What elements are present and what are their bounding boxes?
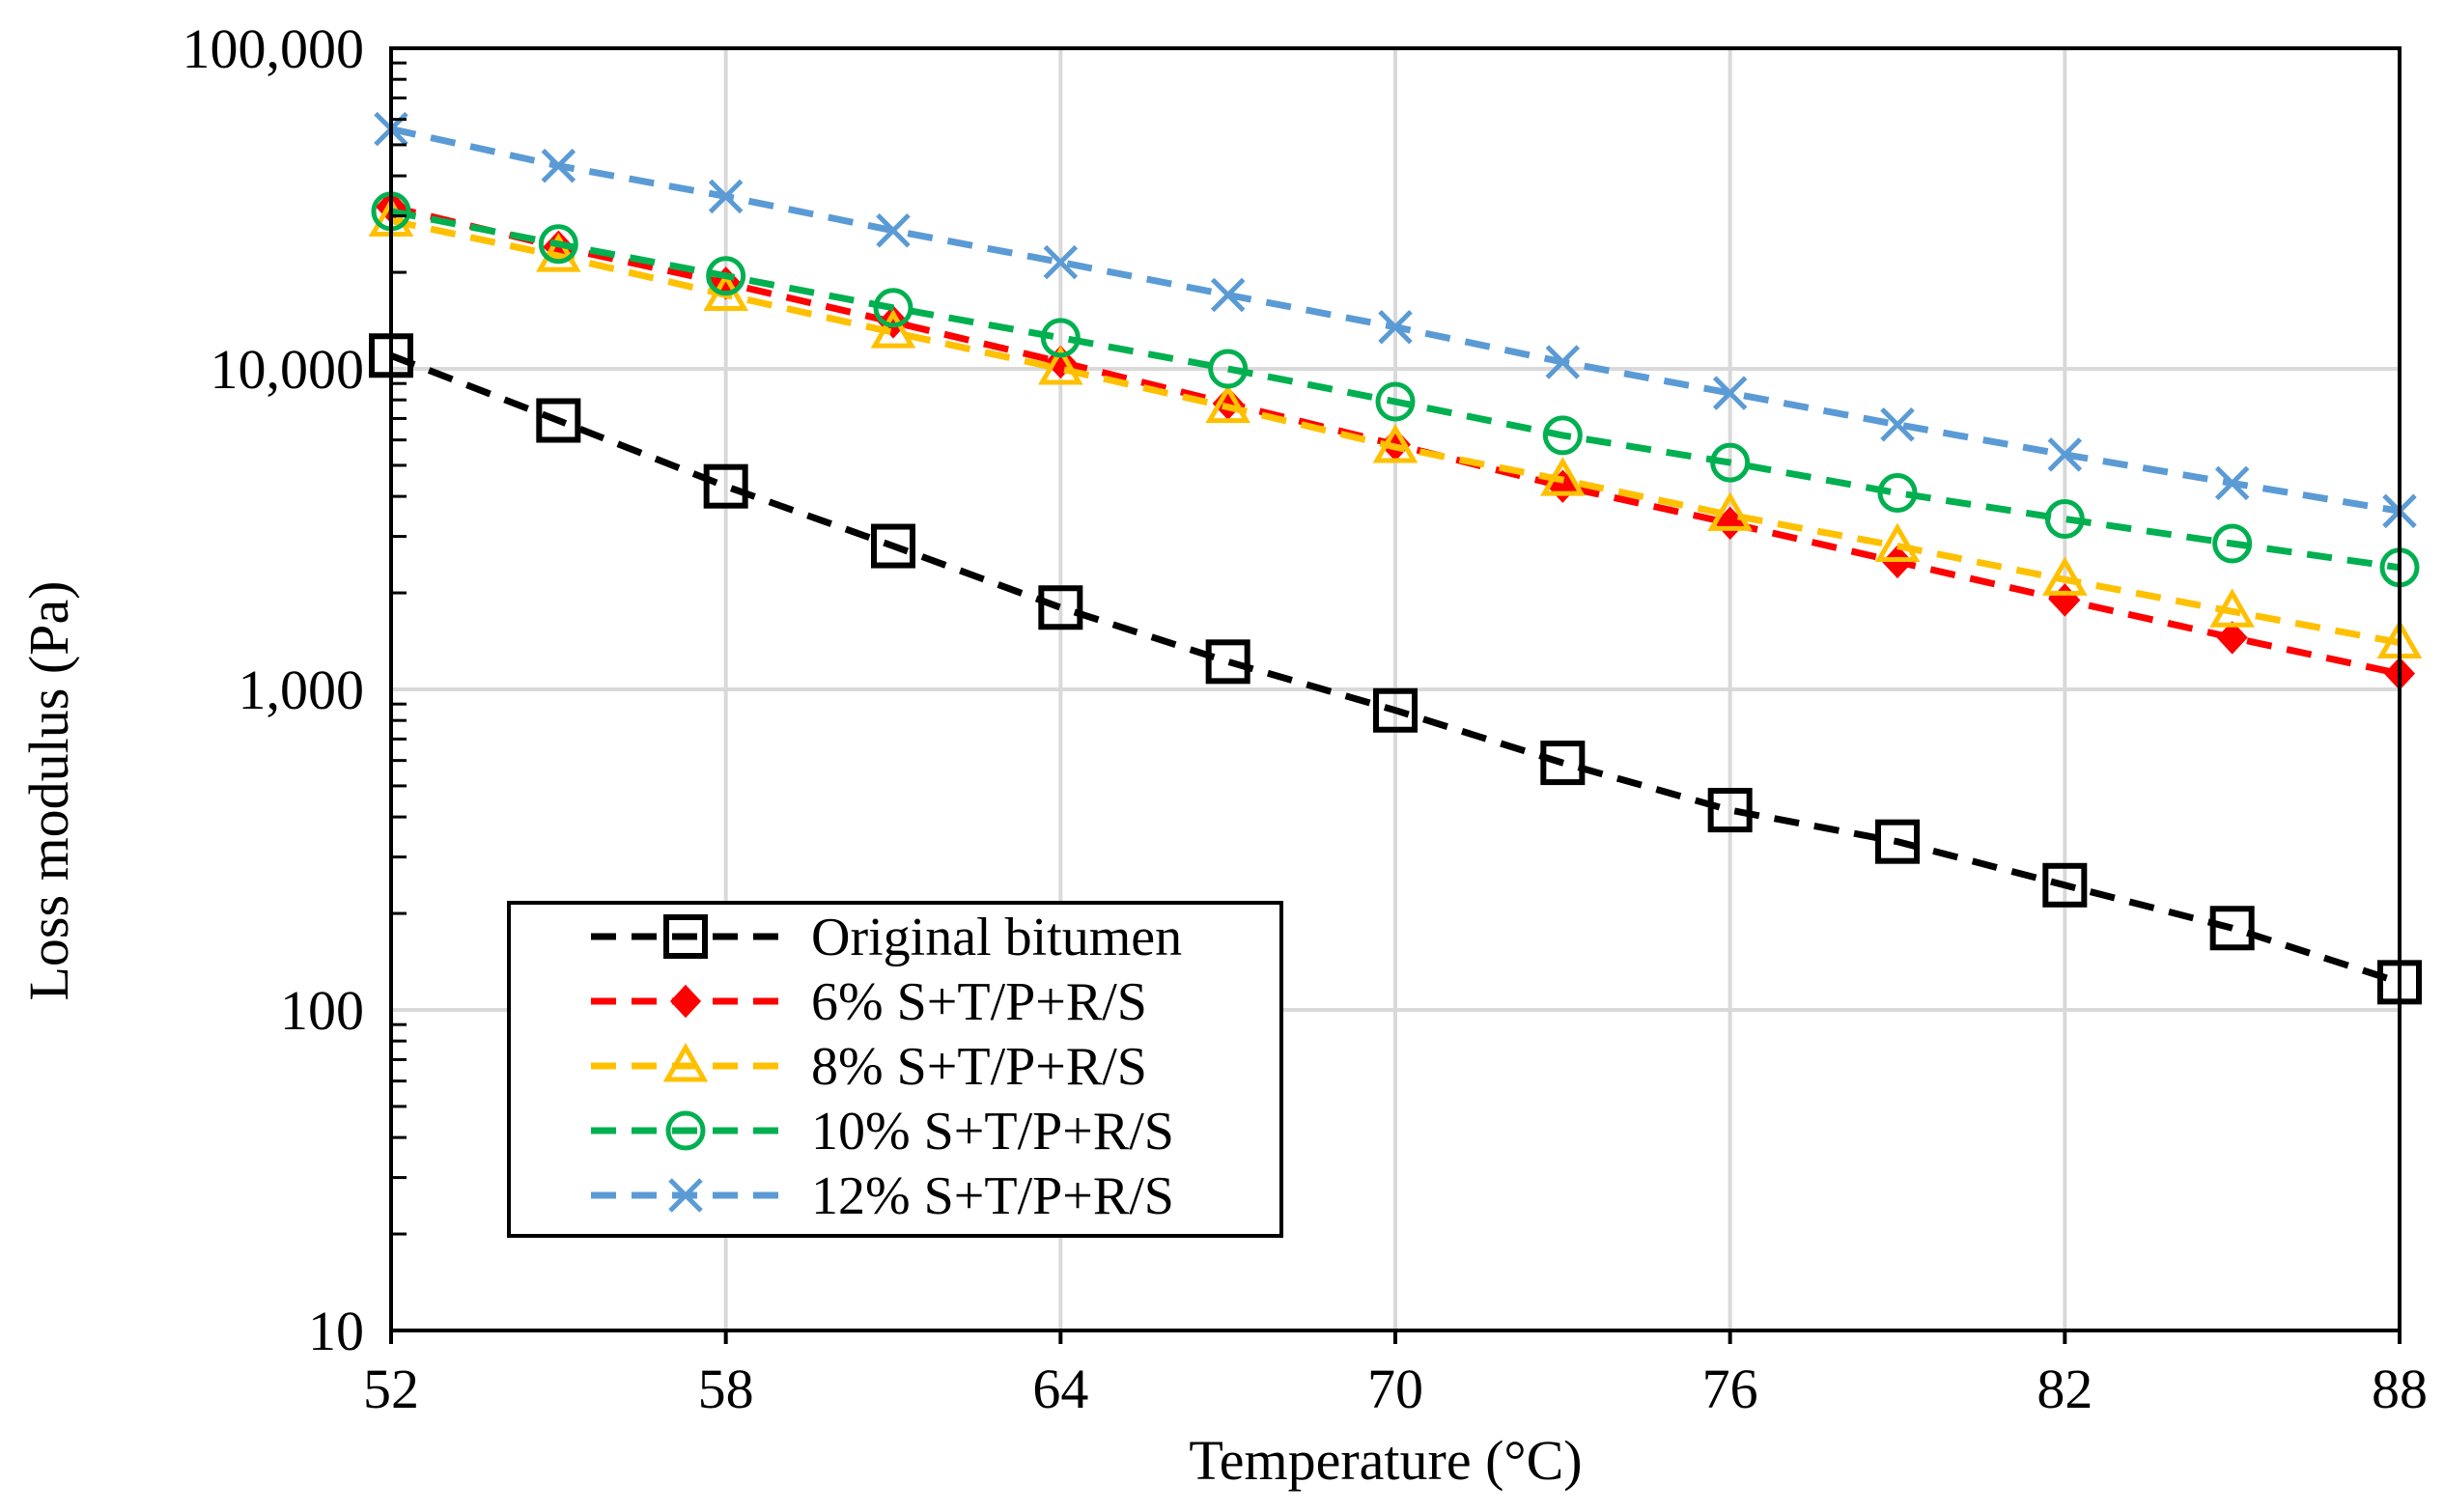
x-tick-label: 52 xyxy=(363,1358,419,1420)
data-point xyxy=(1040,318,1081,358)
data-point xyxy=(1038,585,1083,630)
legend-label: Original bitumen xyxy=(811,908,1182,967)
x-tick-label: 82 xyxy=(2037,1358,2093,1420)
data-point xyxy=(708,179,744,214)
x-tick-label: 76 xyxy=(1702,1358,1758,1420)
x-tick-label: 88 xyxy=(2372,1358,2428,1420)
y-tick-label: 10 xyxy=(308,1300,364,1362)
legend-marker xyxy=(669,984,702,1019)
data-point xyxy=(2212,523,2253,564)
data-point xyxy=(706,256,746,296)
y-tick-label: 100,000 xyxy=(183,17,365,80)
data-point xyxy=(1210,277,1246,313)
legend-marker xyxy=(668,1178,703,1213)
legend-marker xyxy=(663,914,708,959)
data-point xyxy=(1712,376,1748,410)
data-point xyxy=(1545,345,1581,379)
data-point xyxy=(1880,406,1915,442)
data-point xyxy=(2042,556,2088,596)
legend-label: 12% S+T/P+R/S xyxy=(811,1166,1174,1226)
legend-item-3: 8% S+T/P+R/S xyxy=(591,1037,1147,1097)
legend-marker xyxy=(665,1110,706,1151)
data-point xyxy=(876,213,911,248)
series-line xyxy=(390,208,2401,572)
legend-label: 10% S+T/P+R/S xyxy=(811,1102,1174,1162)
legend-item-4: 10% S+T/P+R/S xyxy=(591,1102,1174,1162)
data-point xyxy=(1375,381,1416,422)
legend-item-5: 12% S+T/P+R/S xyxy=(591,1166,1174,1226)
x-tick-label: 58 xyxy=(698,1358,754,1420)
x-axis-title: Temperature (°C) xyxy=(1189,1429,1582,1492)
data-point xyxy=(538,224,578,265)
axes: 10 100 1,000 10,000 100,000 52 58 64 70 76 82 88 xyxy=(183,17,2429,1420)
data-point xyxy=(1542,415,1583,456)
data-point xyxy=(1540,457,1586,496)
x-tick-label: 70 xyxy=(1367,1358,1423,1420)
series-line xyxy=(389,352,2402,986)
data-point xyxy=(2209,906,2255,951)
data-point xyxy=(2216,621,2248,655)
data-point xyxy=(2209,588,2255,628)
data-point xyxy=(1373,687,1418,733)
data-point xyxy=(870,309,916,349)
data-point xyxy=(1372,424,1419,463)
data-point xyxy=(541,148,576,183)
series-4 xyxy=(371,191,2420,588)
data-point xyxy=(1208,349,1249,389)
data-point xyxy=(1038,345,1083,385)
y-axis-title: Loss modulus (Pa) xyxy=(17,581,80,1001)
data-point xyxy=(2044,499,2085,540)
data-point xyxy=(1378,309,1413,345)
data-point xyxy=(1710,442,1751,483)
data-point xyxy=(703,463,748,509)
data-point xyxy=(1707,491,1753,531)
data-point xyxy=(536,398,581,443)
legend-marker xyxy=(662,1042,709,1082)
y-tick-label: 1,000 xyxy=(239,658,365,721)
data-point xyxy=(1874,522,1921,563)
legend-item-1: Original bitumen xyxy=(591,908,1182,967)
y-tick-label: 100 xyxy=(280,979,364,1042)
x-tick-label: 64 xyxy=(1032,1358,1088,1420)
y-tick-label: 10,000 xyxy=(211,338,365,401)
data-point xyxy=(536,233,581,272)
data-point xyxy=(2047,437,2083,472)
legend-item-2: 6% S+T/P+R/S xyxy=(591,972,1147,1032)
data-point xyxy=(871,523,915,569)
data-point xyxy=(873,288,913,328)
data-point xyxy=(1875,819,1920,864)
legend-label: 8% S+T/P+R/S xyxy=(811,1037,1147,1097)
data-point xyxy=(1205,639,1250,685)
data-point xyxy=(1540,741,1586,786)
data-point xyxy=(1043,244,1079,280)
data-point xyxy=(2042,862,2088,908)
legend-label: 6% S+T/P+R/S xyxy=(811,972,1147,1032)
data-point xyxy=(1205,383,1250,424)
data-point xyxy=(1707,788,1753,833)
data-point xyxy=(1877,473,1918,514)
data-point xyxy=(2214,465,2250,501)
